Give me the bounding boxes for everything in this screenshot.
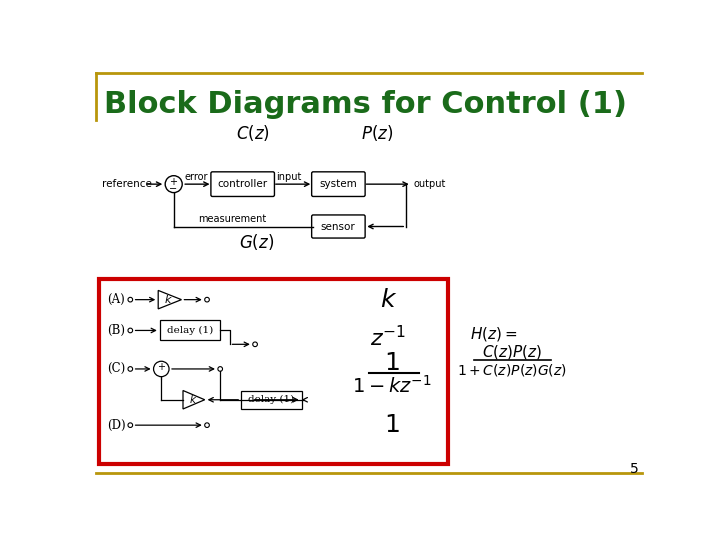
Text: −: − [169,184,177,194]
Text: $C(z)P(z)$: $C(z)P(z)$ [482,343,542,361]
Text: delay (1): delay (1) [167,326,213,335]
FancyBboxPatch shape [312,215,365,238]
Bar [99,279,448,464]
Text: $1$: $1$ [384,351,400,375]
Bar [160,320,220,340]
Text: k: k [190,395,196,405]
Text: (C): (C) [107,362,125,375]
Text: $k$: $k$ [379,288,397,312]
Text: error: error [184,172,208,181]
Text: reference: reference [102,179,151,189]
Text: $C(z)$: $C(z)$ [236,124,270,144]
Text: (B): (B) [107,324,125,337]
Text: $P(z)$: $P(z)$ [361,124,393,144]
Text: $1$: $1$ [384,413,400,437]
Text: $H(z) =$: $H(z) =$ [469,325,517,343]
Text: 5: 5 [630,462,639,476]
Text: (D): (D) [107,418,126,431]
Text: delay (1): delay (1) [248,395,294,404]
Text: input: input [276,172,302,181]
Text: measurement: measurement [199,214,266,224]
Text: +: + [169,177,177,187]
Text: Block Diagrams for Control (1): Block Diagrams for Control (1) [104,90,627,119]
Text: output: output [414,179,446,189]
Text: $1 + C(z)P(z)G(z)$: $1 + C(z)P(z)G(z)$ [457,362,567,377]
Text: sensor: sensor [320,221,356,232]
Text: $z^{-1}$: $z^{-1}$ [370,325,407,350]
FancyBboxPatch shape [211,172,274,197]
Text: (A): (A) [107,293,125,306]
Text: +: + [157,362,166,373]
Text: system: system [319,179,357,189]
Text: $1-kz^{-1}$: $1-kz^{-1}$ [353,375,432,397]
Bar [241,390,302,409]
Text: controller: controller [217,179,268,189]
FancyBboxPatch shape [312,172,365,197]
Text: $G(z)$: $G(z)$ [239,232,274,252]
Text: k: k [164,295,171,305]
